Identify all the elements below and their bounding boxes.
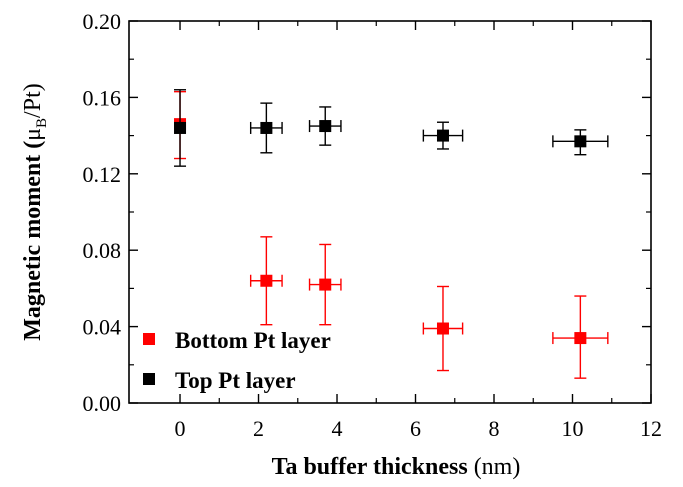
- x-tick-label: 12: [640, 416, 662, 441]
- data-point: [574, 135, 587, 148]
- x-tick-label: 8: [489, 416, 500, 441]
- data-point: [436, 129, 449, 142]
- y-tick-label: 0.20: [83, 9, 122, 34]
- legend-marker-top: [143, 373, 155, 385]
- y-tick-label: 0.12: [83, 162, 122, 187]
- ticks-group: 0 2 4 6 8 10 12 0.00 0.04 0.08 0.12 0.16 0.20: [83, 9, 663, 441]
- data-point: [260, 121, 273, 134]
- x-tick-label: 4: [332, 416, 343, 441]
- legend-label-bottom: Bottom Pt layer: [175, 328, 331, 353]
- marks-group: [174, 89, 609, 379]
- x-tick-label: 0: [175, 416, 186, 441]
- y-tick-label: 0.04: [83, 315, 122, 340]
- legend: Bottom Pt layer Top Pt layer: [143, 328, 331, 393]
- x-tick-label: 10: [562, 416, 584, 441]
- y-axis-label-mu: μ: [20, 128, 46, 141]
- x-tick-label: 2: [253, 416, 264, 441]
- data-point: [319, 278, 332, 291]
- y-axis-label-suffix: /Pt): [20, 83, 46, 118]
- y-tick-label: 0.08: [83, 238, 122, 263]
- x-tick-label: 6: [410, 416, 421, 441]
- data-point: [319, 120, 332, 133]
- y-axis-label-prefix: Magnetic moment (: [20, 141, 46, 341]
- y-tick-label: 0.16: [83, 85, 122, 110]
- data-point: [436, 322, 449, 335]
- x-axis-label-unit: (nm): [474, 454, 521, 480]
- data-point: [574, 332, 587, 345]
- y-tick-label: 0.00: [83, 391, 122, 416]
- y-axis-label-sub: B: [34, 118, 50, 128]
- y-axis-label: Magnetic moment (μB/Pt): [20, 83, 50, 341]
- legend-marker-bottom: [143, 333, 155, 345]
- x-axis-label: Ta buffer thickness (nm): [272, 454, 521, 480]
- series-1: [174, 89, 609, 167]
- legend-label-top: Top Pt layer: [175, 368, 296, 393]
- x-axis-label-main: Ta buffer thickness: [272, 454, 468, 480]
- data-point: [174, 121, 187, 134]
- data-point: [260, 274, 273, 287]
- plot-frame: [128, 20, 652, 404]
